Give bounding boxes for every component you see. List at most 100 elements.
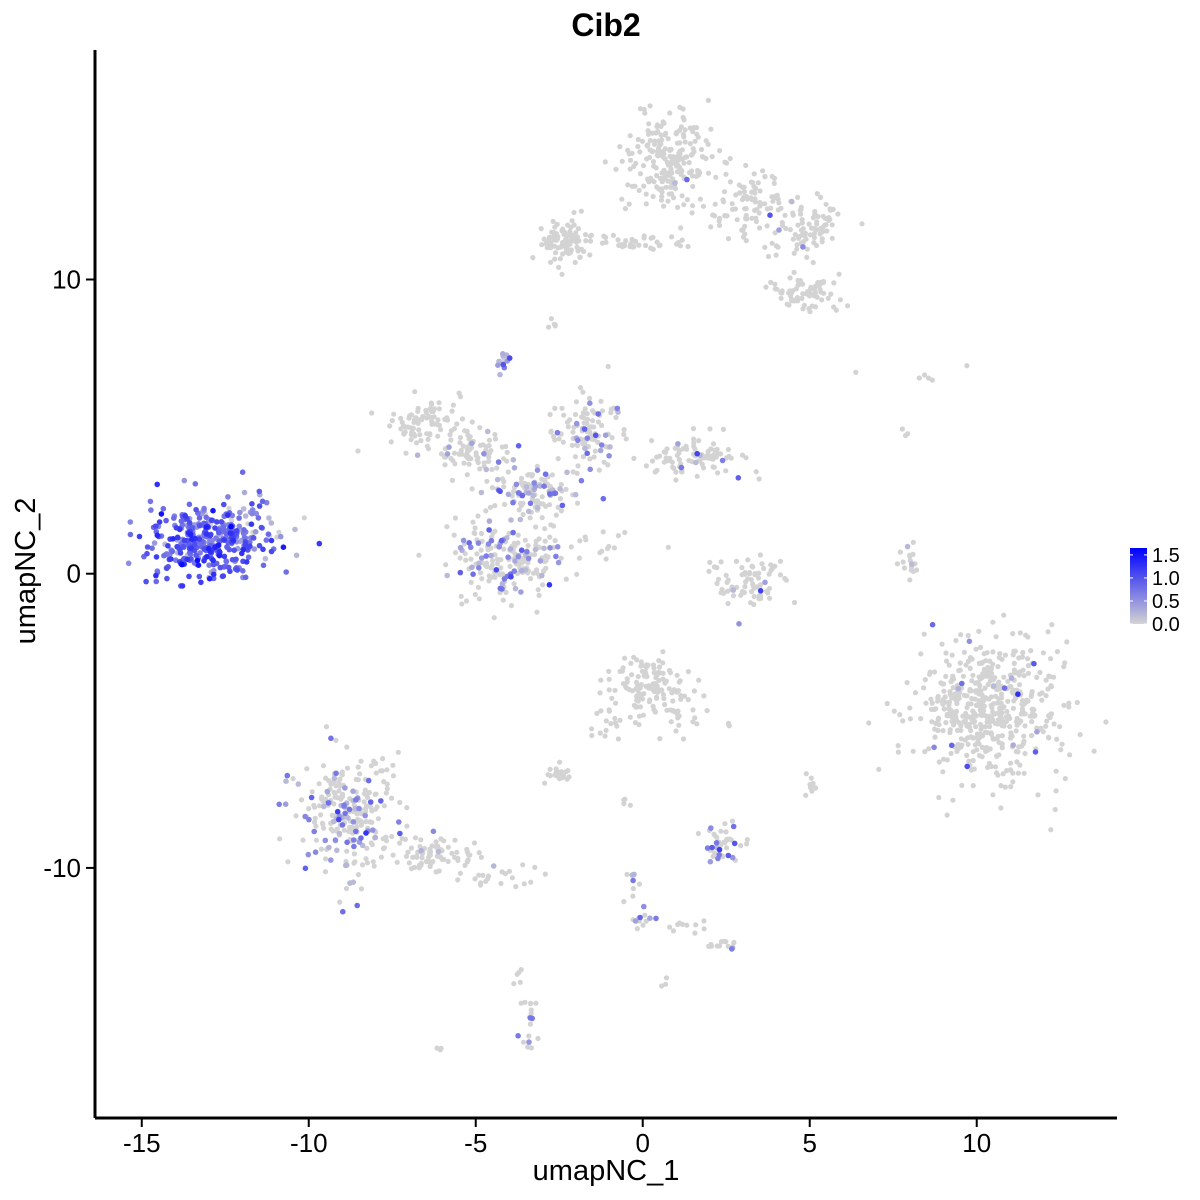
cell-point bbox=[809, 782, 815, 788]
cell-point bbox=[812, 290, 819, 296]
cell-point-expressed bbox=[539, 572, 545, 579]
cell-point bbox=[438, 451, 445, 457]
cell-point bbox=[1018, 743, 1025, 749]
cell-point bbox=[412, 835, 419, 841]
cell-point-expressed bbox=[541, 545, 547, 552]
cell-point bbox=[466, 447, 472, 453]
cell-point bbox=[649, 149, 655, 155]
cell-point bbox=[478, 854, 484, 860]
cell-point-expressed bbox=[519, 492, 526, 499]
cell-point bbox=[509, 875, 515, 881]
cell-point bbox=[520, 862, 526, 868]
cell-point bbox=[837, 297, 844, 303]
cell-point bbox=[403, 853, 410, 859]
cell-point-expressed bbox=[198, 579, 204, 586]
cell-point bbox=[814, 191, 820, 197]
cell-point bbox=[675, 688, 682, 694]
cell-point bbox=[970, 719, 977, 725]
cell-point-expressed bbox=[356, 805, 362, 812]
cell-point bbox=[622, 529, 628, 536]
cell-point bbox=[768, 562, 774, 568]
cell-point bbox=[1020, 649, 1026, 656]
cell-point-expressed bbox=[637, 914, 643, 921]
cell-point-expressed bbox=[573, 420, 580, 427]
cell-point bbox=[1009, 733, 1015, 739]
cell-point bbox=[695, 830, 702, 837]
cell-point-expressed bbox=[203, 531, 210, 537]
cell-point bbox=[505, 469, 511, 475]
cell-point bbox=[463, 598, 470, 604]
cell-point bbox=[390, 852, 396, 858]
cell-point bbox=[1048, 684, 1055, 690]
cell-point-expressed bbox=[518, 567, 525, 574]
cell-point bbox=[743, 212, 749, 219]
cell-point bbox=[590, 408, 596, 414]
cell-point bbox=[928, 706, 935, 713]
cell-point bbox=[958, 736, 964, 742]
cell-point-expressed bbox=[731, 840, 738, 847]
cell-point bbox=[818, 194, 824, 200]
cell-point bbox=[943, 650, 949, 656]
cell-point bbox=[995, 664, 1001, 670]
cell-point bbox=[1062, 660, 1068, 666]
cell-point-expressed bbox=[735, 475, 742, 481]
cell-point bbox=[545, 554, 551, 560]
cell-point bbox=[547, 411, 553, 418]
cell-point bbox=[678, 696, 684, 702]
cell-point bbox=[705, 170, 712, 176]
cell-point bbox=[715, 470, 721, 476]
cell-point-expressed bbox=[523, 484, 530, 490]
cell-point-expressed bbox=[511, 465, 518, 471]
cell-point bbox=[659, 179, 665, 185]
cell-point bbox=[958, 632, 964, 638]
cell-point bbox=[390, 773, 397, 779]
cell-point bbox=[613, 700, 619, 706]
cell-point-expressed bbox=[647, 915, 653, 921]
cell-point-expressed bbox=[530, 492, 536, 499]
cell-point-expressed bbox=[707, 858, 714, 865]
cell-point bbox=[768, 279, 774, 285]
cell-point bbox=[990, 792, 996, 798]
cell-point-expressed bbox=[531, 480, 537, 486]
cell-point bbox=[927, 669, 933, 675]
cell-point bbox=[714, 943, 720, 949]
cell-point bbox=[621, 797, 627, 803]
cell-point bbox=[669, 690, 675, 696]
cell-point bbox=[598, 398, 604, 404]
cell-point-expressed bbox=[547, 491, 553, 497]
cell-point bbox=[1053, 768, 1059, 774]
cell-point bbox=[667, 153, 673, 159]
cell-point bbox=[694, 473, 700, 479]
cell-point-expressed bbox=[713, 840, 720, 846]
cell-point-expressed bbox=[215, 542, 222, 548]
cell-point bbox=[597, 690, 603, 696]
cell-point bbox=[1040, 729, 1046, 735]
cell-point bbox=[769, 173, 775, 180]
cell-point bbox=[756, 476, 762, 482]
cell-point bbox=[1005, 698, 1011, 704]
cell-point bbox=[591, 454, 597, 460]
cell-point-expressed bbox=[469, 440, 475, 447]
cell-point bbox=[708, 126, 714, 132]
cell-point-expressed bbox=[151, 540, 158, 546]
cell-point bbox=[763, 284, 769, 290]
cell-point-expressed bbox=[929, 621, 936, 628]
cell-point bbox=[707, 426, 713, 432]
cell-point-expressed bbox=[153, 572, 159, 579]
cell-point bbox=[633, 686, 639, 692]
cell-point bbox=[799, 295, 805, 301]
cell-point bbox=[587, 429, 593, 435]
cell-point bbox=[458, 593, 464, 599]
cell-point-expressed bbox=[260, 546, 266, 553]
cell-point-expressed bbox=[641, 903, 647, 910]
cell-point bbox=[552, 538, 558, 544]
cell-point bbox=[790, 210, 796, 216]
cell-point bbox=[891, 708, 897, 714]
cell-point-expressed bbox=[708, 825, 714, 831]
cell-point-expressed bbox=[331, 775, 338, 782]
cell-point-expressed bbox=[537, 558, 544, 564]
cell-point bbox=[1051, 721, 1057, 727]
cell-point-expressed bbox=[221, 501, 227, 508]
cell-point bbox=[712, 832, 718, 838]
cell-point bbox=[748, 195, 754, 201]
